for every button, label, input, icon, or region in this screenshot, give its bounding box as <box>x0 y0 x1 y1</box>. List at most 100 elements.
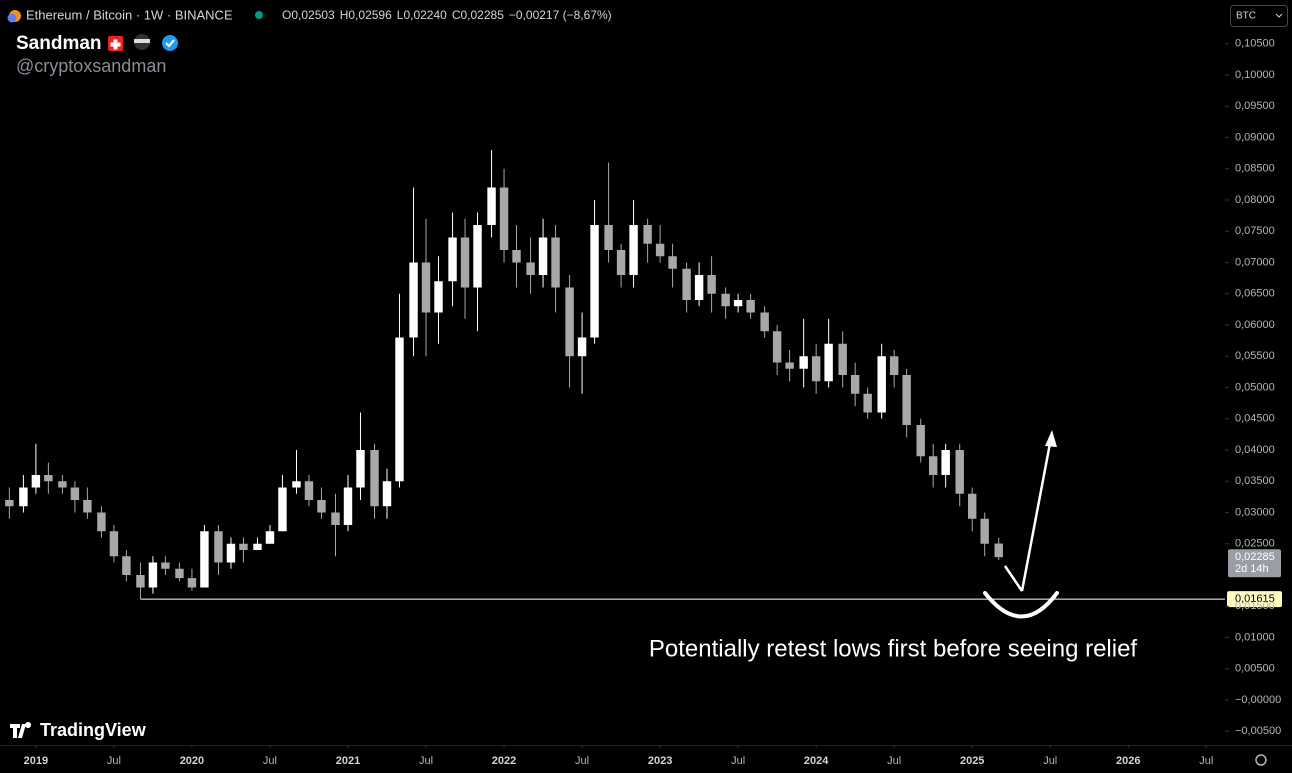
x-tick-label: 2025 <box>960 755 984 767</box>
countdown: 2d 14h <box>1235 563 1269 575</box>
candle-body <box>97 512 106 532</box>
y-tick-label: 0,03500 <box>1235 475 1275 487</box>
last-price-tag <box>1228 549 1281 578</box>
candle-body <box>838 343 847 375</box>
currency: BTC <box>1236 11 1256 22</box>
y-tick-label: 0,06000 <box>1235 319 1275 331</box>
ohlc-value: −0,00217 (−8,67%) <box>509 8 612 22</box>
candle-body <box>811 356 821 382</box>
candle-body <box>448 237 457 282</box>
candle-body <box>331 512 340 525</box>
candle-body <box>292 481 301 488</box>
ohlc: O0,02503 H0,02596 L0,02240 C0,02285 −0,00217… <box>282 8 612 22</box>
y-tick-label: 0,03000 <box>1235 506 1275 518</box>
x-tick-label: 2026 <box>1116 755 1140 767</box>
candle-body <box>707 275 716 294</box>
brand: TradingView <box>40 720 147 740</box>
arrow-head <box>1045 430 1057 447</box>
x-tick-label: 2020 <box>180 755 204 767</box>
x-tick-label: Jul <box>1199 755 1213 767</box>
candle-body <box>44 475 53 482</box>
x-tick-label: Jul <box>887 755 901 767</box>
level-label: 0,01615 <box>1235 593 1275 605</box>
candle-body <box>526 262 535 275</box>
candle-body <box>109 531 119 557</box>
ohlc-value: L0,02240 <box>397 8 447 22</box>
candle-body <box>5 500 14 507</box>
candle-body <box>487 187 496 225</box>
candle-body <box>916 425 925 457</box>
candle-body <box>643 225 652 244</box>
candle-body <box>200 531 209 588</box>
x-tick-label: 2022 <box>492 755 516 767</box>
ohlc-value: O0,02503 <box>282 8 335 22</box>
annotation-curve <box>983 591 1059 619</box>
y-tick-label: 0,10000 <box>1235 69 1275 81</box>
x-tick-label: Jul <box>107 755 121 767</box>
candle-body <box>58 481 67 488</box>
candle-body <box>928 456 938 475</box>
verified-check <box>165 39 175 48</box>
candle-body <box>604 225 613 250</box>
dropdown-caret <box>1275 13 1283 18</box>
y-tick-label: 0,00500 <box>1235 663 1275 675</box>
candle-body <box>473 225 482 288</box>
y-tick-label: 0,05000 <box>1235 381 1275 393</box>
annotation-arrow <box>1003 437 1053 592</box>
candle-body <box>577 337 587 357</box>
x-tick-label: Jul <box>1043 755 1057 767</box>
candle-body <box>214 531 223 563</box>
y-tick-label: 0,08500 <box>1235 163 1275 175</box>
candle-body <box>395 337 404 482</box>
candle-body <box>785 362 794 369</box>
candle-body <box>760 312 769 332</box>
candle-body <box>122 556 131 575</box>
candle-body <box>682 268 691 300</box>
candle-body <box>70 487 80 500</box>
y-tick-label: 0,04000 <box>1235 444 1275 456</box>
symbol-icon <box>7 13 17 23</box>
x-tick-label: Jul <box>575 755 589 767</box>
y-tick-label: 0,01000 <box>1235 631 1275 643</box>
handle: @cryptoxsandman <box>16 56 166 76</box>
candle-body <box>877 356 886 413</box>
candle-body <box>356 450 365 488</box>
candle-body <box>590 225 599 338</box>
currency-select[interactable] <box>1230 5 1288 27</box>
x-tick-label: Jul <box>263 755 277 767</box>
candle-body <box>994 543 1003 558</box>
brand-logo <box>10 722 32 738</box>
x-tick-label: Jul <box>419 755 433 767</box>
candle-body <box>746 300 755 313</box>
candle-body <box>370 450 379 507</box>
flag-cross <box>110 39 121 50</box>
last-price-label: 0,02285 <box>1235 551 1275 563</box>
candle-body <box>148 562 158 588</box>
candle-body <box>733 300 743 307</box>
settings-icon[interactable] <box>1255 754 1267 766</box>
y-tick-label: 0,06500 <box>1235 288 1275 300</box>
candle-body <box>955 450 964 494</box>
y-tick-label: 0,09000 <box>1235 131 1275 143</box>
candle-body <box>551 237 560 288</box>
ohlc-value: C0,02285 <box>452 8 504 22</box>
candle-body <box>239 543 248 550</box>
candle-body <box>889 356 899 375</box>
candle-body <box>83 500 92 513</box>
x-tick-label: Jul <box>731 755 745 767</box>
candle-body <box>187 578 197 588</box>
candle-body <box>19 487 28 507</box>
candle-body <box>967 493 977 519</box>
x-tick-label: 2019 <box>24 755 48 767</box>
candle-body <box>317 500 326 513</box>
y-tick-label: 0,10500 <box>1235 38 1275 50</box>
y-tick-label: −0,00000 <box>1235 694 1281 706</box>
plot <box>5 150 1225 600</box>
candle-body <box>694 275 704 300</box>
x-tick-label: 2021 <box>336 755 360 767</box>
candle-body <box>253 543 262 550</box>
